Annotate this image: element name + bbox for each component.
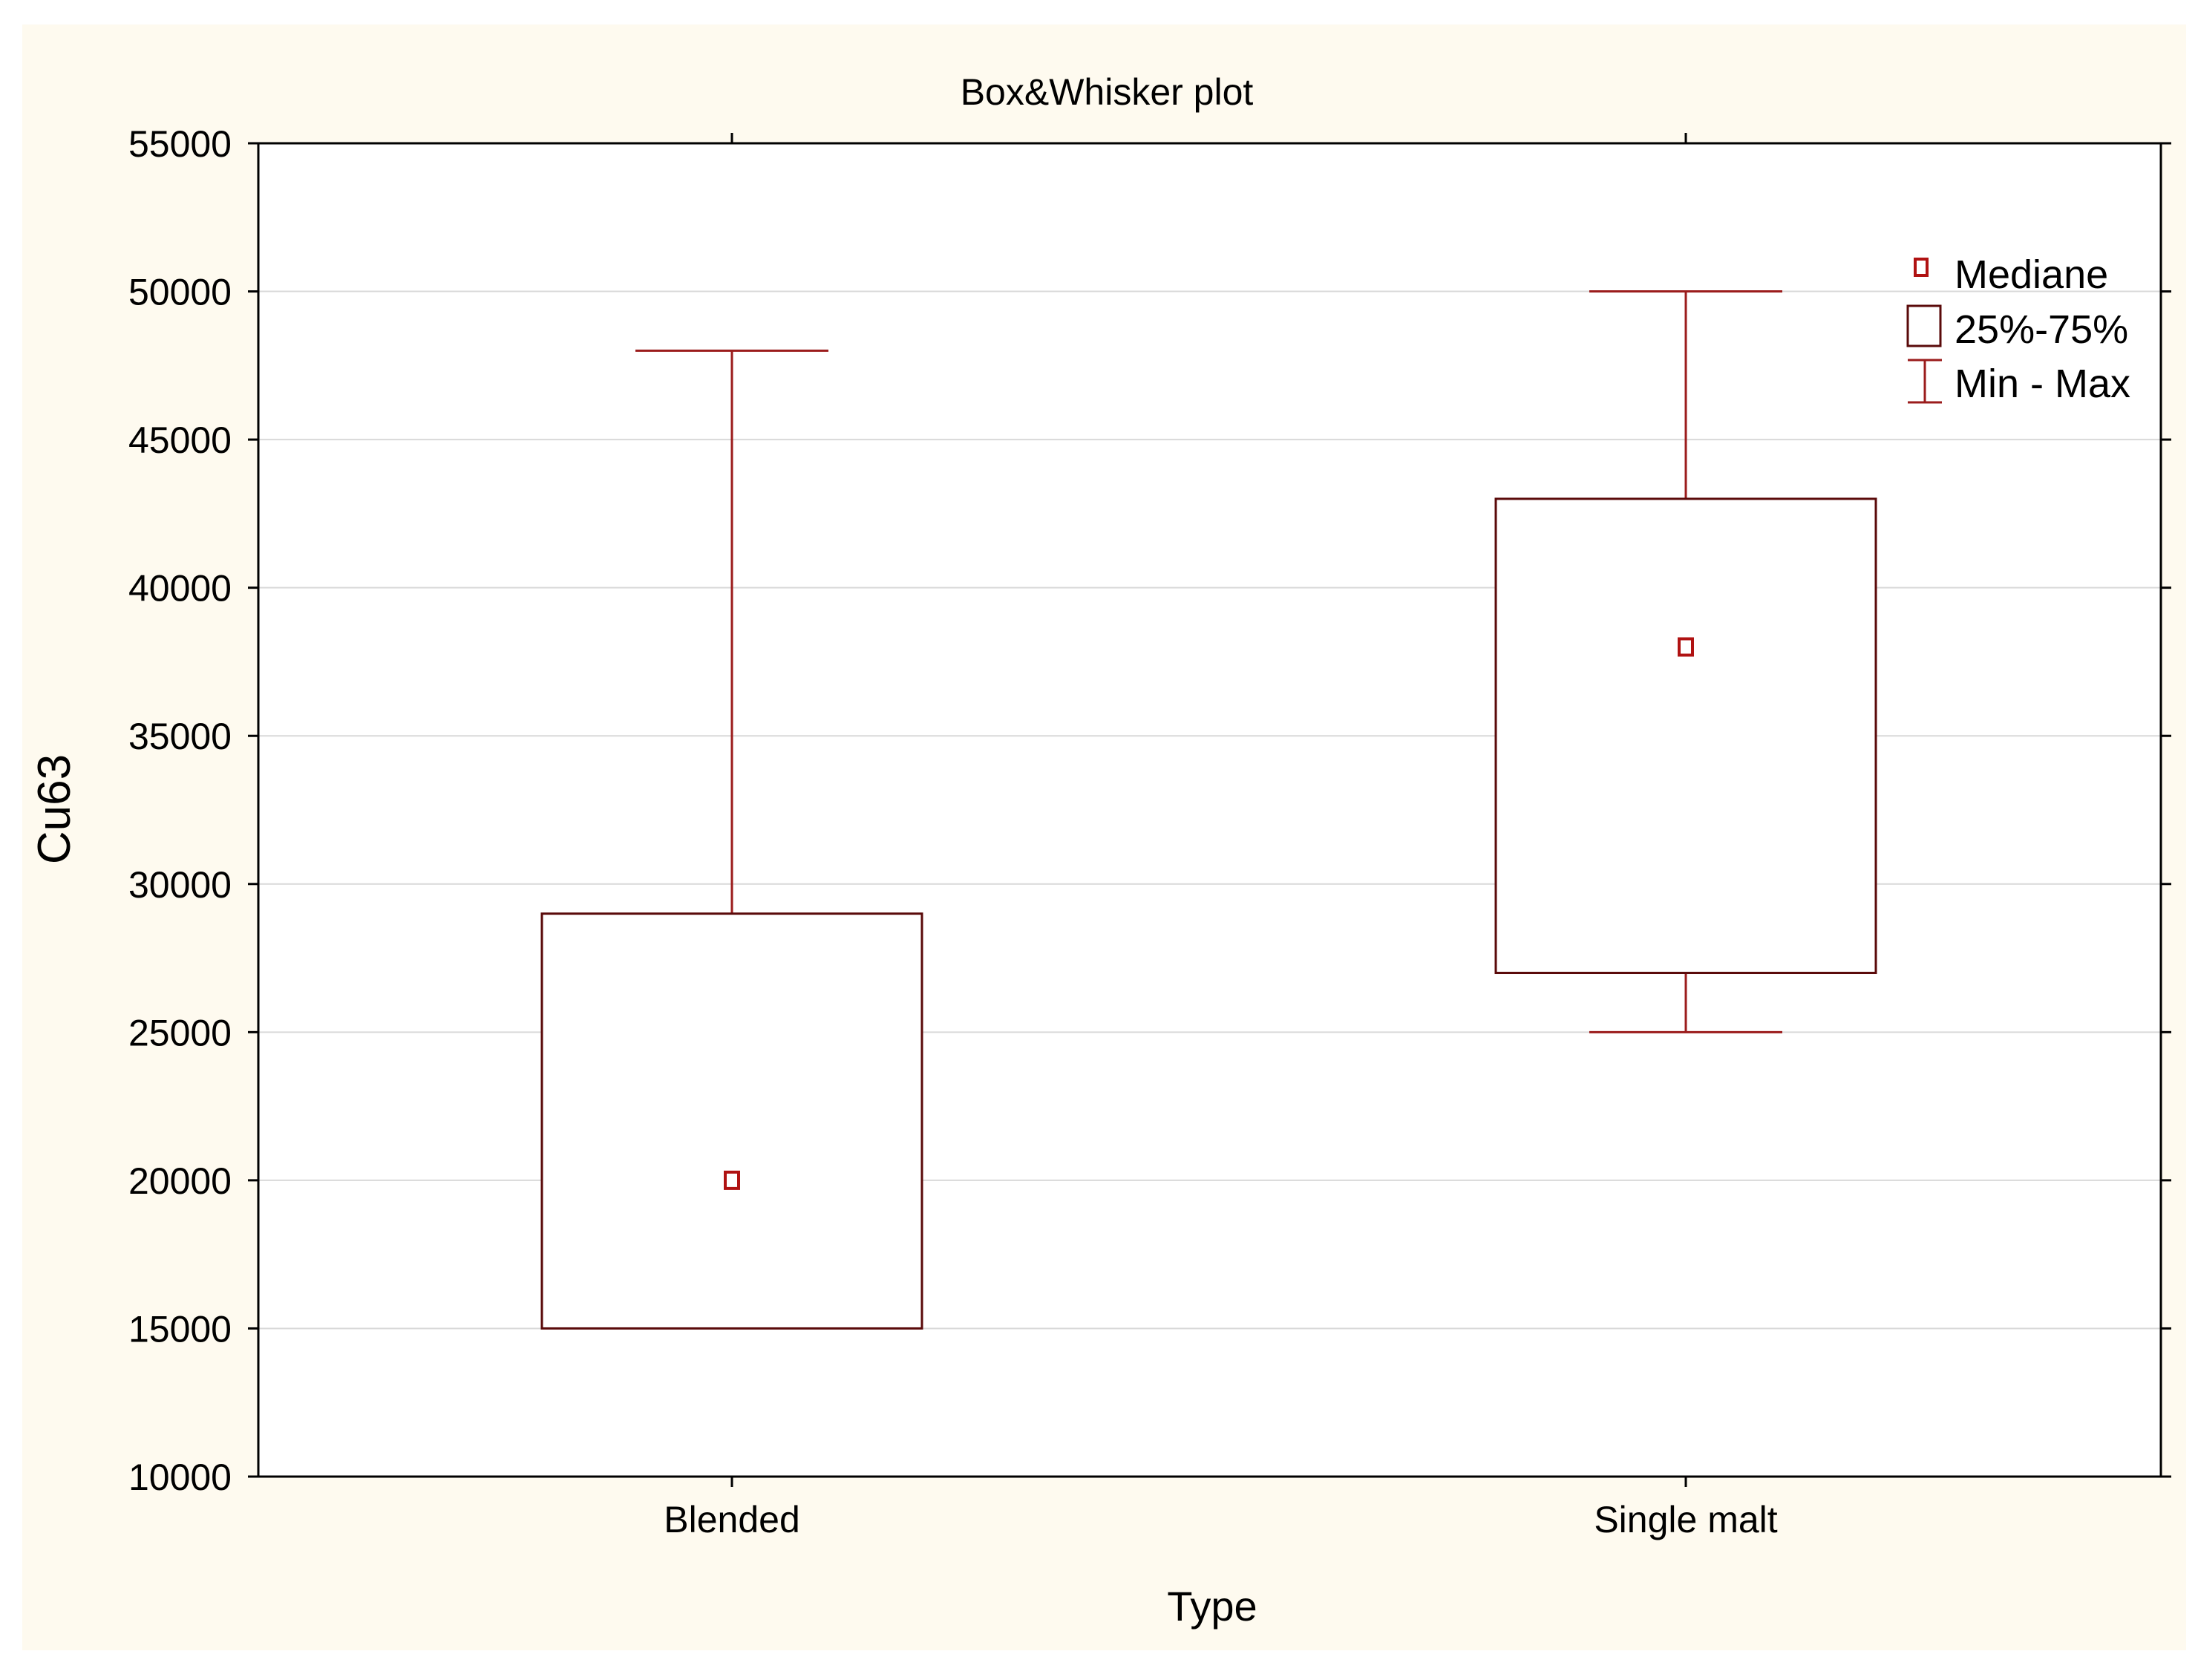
legend-label-median: Mediane: [1955, 252, 2108, 297]
y-tick-label-40000: 40000: [128, 568, 232, 609]
legend-median-symbol: [1914, 258, 1929, 277]
legend-whisker-symbol: [1908, 359, 1942, 404]
legend-box-symbol: [1906, 304, 1942, 347]
y-tick-label-30000: 30000: [128, 864, 232, 906]
axis-ticks: [248, 133, 2171, 1487]
y-tick-label-35000: 35000: [128, 716, 232, 757]
box-iqr-0: [540, 912, 923, 1330]
y-tick-label-55000: 55000: [128, 123, 232, 165]
y-tick-labels: 10000 15000 20000 25000 30000 35000 40000 45000…: [128, 123, 232, 1498]
median-marker-1: [1678, 637, 1694, 657]
x-tick-label-1: Single malt: [1594, 1499, 1777, 1540]
y-axis-label: Cu63: [29, 754, 80, 864]
x-tick-label-0: Blended: [664, 1499, 800, 1540]
y-tick-label-50000: 50000: [128, 272, 232, 313]
y-tick-label-20000: 20000: [128, 1160, 232, 1202]
y-tick-label-25000: 25000: [128, 1012, 232, 1053]
x-axis-label: Type: [1167, 1583, 1257, 1630]
legend: Mediane 25%-75% Min - Max: [1906, 252, 2130, 406]
x-tick-labels: Blended Single malt: [664, 1499, 1778, 1540]
box-group-0: [540, 349, 923, 1330]
chart-title: Box&Whisker plot: [961, 71, 1254, 113]
y-tick-label-45000: 45000: [128, 419, 232, 461]
plot-frame: [257, 142, 2162, 1478]
y-tick-label-15000: 15000: [128, 1308, 232, 1350]
box-iqr-1: [1494, 497, 1877, 975]
box-group-1: [1494, 290, 1877, 1033]
median-marker-0: [724, 1170, 740, 1190]
y-tick-label-10000: 10000: [128, 1457, 232, 1498]
legend-label-whisker: Min - Max: [1955, 362, 2130, 406]
box-series: [540, 290, 1877, 1330]
legend-label-box: 25%-75%: [1955, 307, 2128, 352]
